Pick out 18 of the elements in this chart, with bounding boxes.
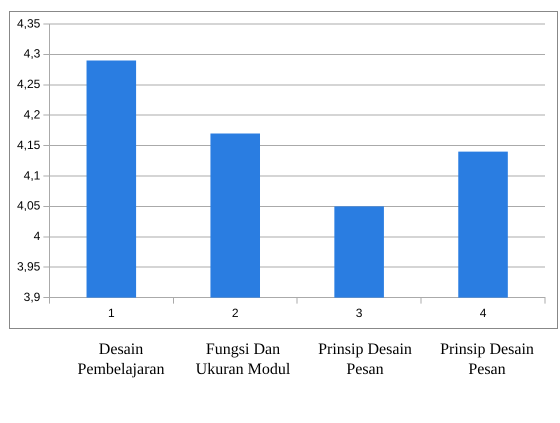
- y-tick-label: 4: [34, 229, 41, 244]
- text: Fungsi Dan Ukuran Modul: [194, 340, 292, 380]
- y-tick-label: 4,15: [16, 138, 41, 152]
- x-tick-label: 4: [480, 306, 487, 320]
- y-tick-label: 4,1: [24, 168, 41, 182]
- y-tick-label: 4,05: [16, 198, 41, 213]
- text: Prinsip Desain Pesan: [317, 340, 413, 380]
- x-tick-label: 3: [356, 306, 363, 320]
- x-tick-label: 2: [232, 306, 239, 320]
- text: Prinsip Desain Pesan: [439, 340, 535, 380]
- y-tick-label: 3,9: [24, 290, 41, 304]
- y-tick-label: 4,35: [16, 16, 41, 30]
- y-tick-label: 4,3: [24, 46, 41, 61]
- text: Desain Pembelajaran: [76, 340, 166, 380]
- y-tick-label: 4,25: [16, 77, 41, 92]
- x-tick-label: 1: [108, 306, 115, 320]
- y-tick-label: 3,95: [16, 260, 41, 274]
- y-tick-label: 4,2: [24, 108, 41, 122]
